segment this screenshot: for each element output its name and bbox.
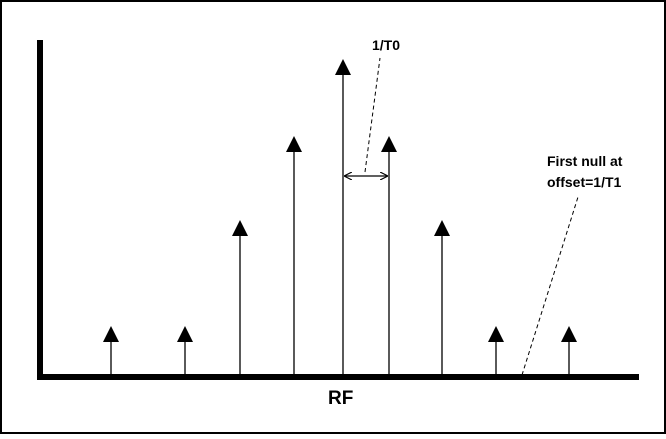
arrowhead (335, 59, 351, 75)
null-label: offset=1/T1 (547, 174, 622, 190)
leader-line (521, 196, 579, 376)
arrowheads (103, 59, 577, 342)
arrowhead (381, 136, 397, 152)
arrowhead (561, 326, 577, 342)
arrowhead (434, 220, 450, 236)
arrowhead (232, 220, 248, 236)
arrowhead (177, 326, 193, 342)
axis-label: RF (328, 388, 353, 409)
arrowhead (488, 326, 504, 342)
arrowhead (103, 326, 119, 342)
null-label: First null at (547, 153, 623, 169)
leader-line (364, 57, 381, 173)
arrowhead (286, 136, 302, 152)
period-label: 1/T0 (372, 37, 400, 53)
spectral-lines (110, 73, 570, 375)
